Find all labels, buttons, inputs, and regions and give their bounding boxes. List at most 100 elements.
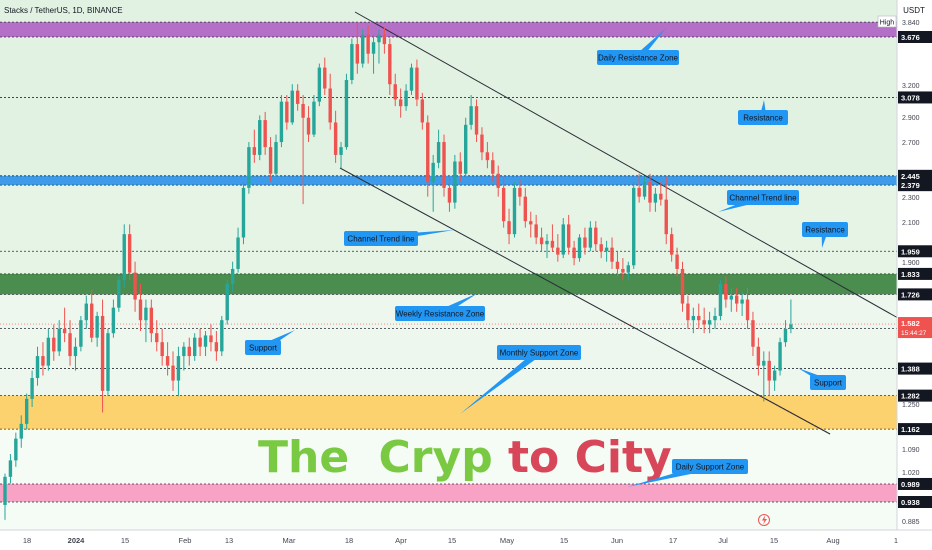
candle-body xyxy=(545,240,549,245)
callout-box xyxy=(395,306,485,321)
channel-lower-line[interactable] xyxy=(339,167,763,398)
candle xyxy=(333,110,338,163)
candle xyxy=(664,176,668,245)
candle-body xyxy=(52,337,56,352)
candle-body xyxy=(735,295,739,304)
candle-body xyxy=(767,360,771,381)
watermark-part-cryp: Cryp xyxy=(379,432,493,483)
candle-body xyxy=(24,398,29,424)
candle xyxy=(669,227,674,262)
candle-body xyxy=(642,182,647,197)
callout-resistance[interactable]: Resistance xyxy=(738,100,788,125)
candle xyxy=(312,95,316,138)
price-tag: 0.989 xyxy=(898,477,932,490)
candle-body xyxy=(95,315,99,338)
candle xyxy=(588,221,593,252)
candle-body xyxy=(377,34,381,43)
candle xyxy=(24,393,29,430)
candle xyxy=(62,307,67,343)
callout-text: Support xyxy=(814,379,843,388)
callout-daily-support-zone[interactable]: Daily Support Zone xyxy=(627,459,748,487)
zone-channel-trend-line[interactable] xyxy=(0,175,897,186)
candle-body xyxy=(556,247,560,255)
price-axis-panel[interactable] xyxy=(897,0,932,530)
callout-daily-resistance-zone[interactable]: Daily Resistance Zone xyxy=(597,28,679,65)
candle xyxy=(626,261,630,281)
candle xyxy=(247,142,251,194)
candle-body xyxy=(469,106,473,125)
candle-body xyxy=(610,247,614,262)
candle xyxy=(789,299,793,334)
price-tag: 2.445 xyxy=(898,169,932,182)
time-axis-labels: 18 2024 15 Feb 13 Mar 18 Apr 15 May 15 Jun 17 Jul 15 Au… xyxy=(23,536,898,545)
time-axis-panel[interactable] xyxy=(0,530,932,550)
svg-text:1.388: 1.388 xyxy=(901,365,920,374)
candle-body xyxy=(382,34,387,45)
candle-body xyxy=(388,44,392,85)
candle xyxy=(550,224,555,252)
candle xyxy=(469,95,473,130)
svg-text:0.989: 0.989 xyxy=(901,480,920,489)
x-tick-label: 15 xyxy=(448,536,456,545)
candle xyxy=(165,342,170,376)
candle xyxy=(295,84,300,111)
callout-resistance[interactable]: Resistance xyxy=(802,222,848,248)
candle xyxy=(209,324,213,352)
candle-body xyxy=(279,101,284,143)
callout-box xyxy=(810,375,846,390)
candle xyxy=(507,208,511,245)
zone-daily-resistance-zone[interactable] xyxy=(0,22,897,37)
candle-body xyxy=(604,247,609,252)
candle-body xyxy=(149,307,154,334)
svg-text:1.162: 1.162 xyxy=(901,425,920,434)
callout-text: Resistance xyxy=(805,226,845,235)
callout-monthly-support-zone[interactable]: Monthly Support Zone xyxy=(460,345,581,414)
callout-support[interactable]: Support xyxy=(245,330,295,355)
callout-channel-trend-line[interactable]: Channel Trend line xyxy=(344,230,454,246)
x-tick-label: Feb xyxy=(179,536,192,545)
candle-body xyxy=(133,272,137,300)
lightning-icon[interactable] xyxy=(758,514,770,526)
candle xyxy=(496,165,500,197)
candle-body xyxy=(176,356,181,381)
callout-channel-trend-line[interactable]: Channel Trend line xyxy=(718,190,799,212)
candle xyxy=(290,84,294,125)
candle xyxy=(79,315,83,352)
candle xyxy=(371,34,376,74)
callout-text: Channel Trend line xyxy=(347,235,415,244)
callout-support[interactable]: Support xyxy=(798,368,846,390)
y-tick-label: 1.900 xyxy=(902,260,920,267)
channel-upper-line[interactable] xyxy=(354,11,899,319)
callout-pointer xyxy=(460,349,542,414)
candle-body xyxy=(333,122,338,155)
candle-body xyxy=(485,152,490,161)
candle-body xyxy=(214,342,219,352)
watermark-part-tocity: to City xyxy=(508,432,672,483)
candle xyxy=(718,280,723,321)
candle xyxy=(561,218,565,259)
candle xyxy=(523,187,528,228)
candle-body xyxy=(8,460,13,477)
candle-body xyxy=(19,423,23,439)
candle-body xyxy=(626,265,630,273)
candle xyxy=(149,299,154,343)
zone-monthly-support-zone[interactable] xyxy=(0,395,897,430)
candle-body xyxy=(328,88,332,123)
candle-body xyxy=(594,227,598,245)
candle xyxy=(317,63,322,107)
candle-body xyxy=(230,268,235,284)
callout-box xyxy=(727,190,799,205)
price-tag: 3.676 xyxy=(898,31,932,43)
zone-weekly-resistance-zone[interactable] xyxy=(0,273,897,295)
y-tick-label: 1.090 xyxy=(902,447,920,454)
candle-body xyxy=(187,346,191,357)
price-tag: 1.282 xyxy=(898,389,932,402)
candle-body xyxy=(420,99,425,123)
candle xyxy=(474,99,479,143)
zone-daily-support-zone[interactable] xyxy=(0,483,897,502)
callout-weekly-resistance-zone[interactable]: Weekly Resistance Zone xyxy=(395,293,485,321)
candle-body xyxy=(621,268,625,273)
candle xyxy=(707,311,712,334)
candle xyxy=(534,214,538,245)
